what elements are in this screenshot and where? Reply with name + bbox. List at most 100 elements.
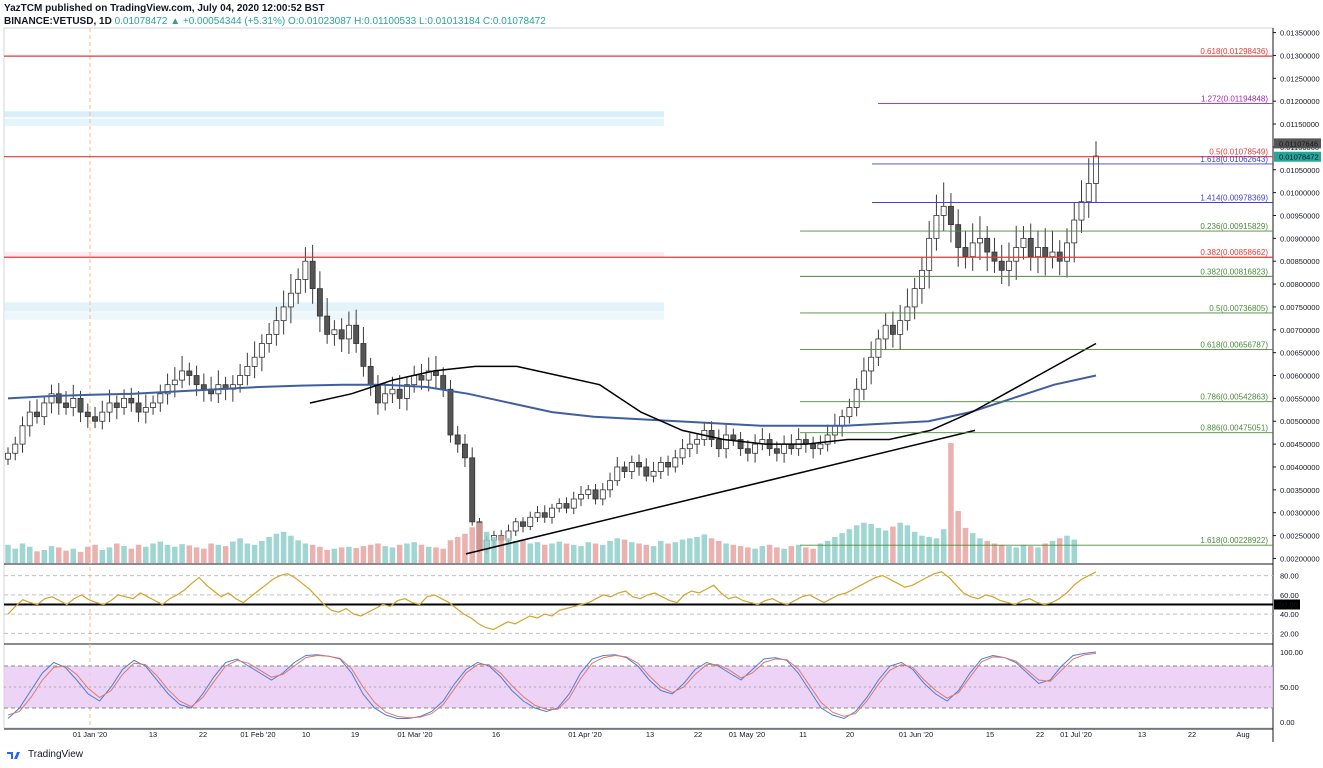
- candle-up: [679, 448, 686, 459]
- volume-bar: [600, 544, 606, 563]
- price-tick-label: 0.00650000: [1280, 349, 1320, 358]
- candle-down: [1056, 251, 1063, 262]
- candle-up: [824, 434, 831, 445]
- volume-bar: [99, 550, 106, 563]
- stoch-d-line: [7, 652, 1097, 719]
- time-tick-label: 19: [351, 730, 359, 739]
- candle-down: [947, 205, 954, 226]
- candle-up: [911, 288, 918, 308]
- time-tick-label: 15: [986, 730, 994, 739]
- candle-up: [839, 416, 846, 427]
- volume-bar: [172, 546, 178, 563]
- candle-up: [585, 489, 592, 495]
- tradingview-icon: [7, 751, 20, 759]
- volume-bar: [382, 546, 388, 563]
- brand-label: TradingView: [28, 749, 84, 760]
- fib-level-label: 0.886(0.00475051): [1200, 424, 1268, 433]
- volume-bar: [201, 548, 207, 563]
- candle-up: [570, 498, 577, 509]
- volume-bar: [817, 543, 824, 563]
- candle-down: [1027, 237, 1034, 258]
- volume-bar: [933, 538, 940, 563]
- candle-down: [520, 521, 526, 527]
- volume-bar: [157, 541, 164, 563]
- candle-up: [1020, 237, 1027, 248]
- volume-bar: [650, 546, 657, 563]
- candle-up: [868, 356, 875, 372]
- fib-level-label: 1.618(0.00228922): [1200, 536, 1268, 545]
- candle-up: [969, 242, 976, 258]
- volume-bar: [469, 527, 475, 563]
- candle-down: [77, 397, 84, 413]
- candle-up: [875, 338, 882, 358]
- candle-up: [650, 471, 657, 477]
- time-tick-label: 22: [199, 730, 207, 739]
- volume-bar: [853, 525, 860, 563]
- volume-bar: [244, 543, 251, 563]
- candle-up: [1078, 201, 1085, 221]
- candle-down: [55, 393, 62, 404]
- volume-bar: [92, 544, 98, 563]
- volume-bar: [418, 544, 425, 563]
- price-tick-label: 0.01200000: [1280, 97, 1320, 106]
- volume-bar: [636, 543, 642, 563]
- candle-down: [440, 375, 447, 390]
- candle-up: [411, 375, 418, 386]
- volume-bar: [969, 533, 976, 563]
- price-tick-label: 0.00350000: [1280, 486, 1320, 495]
- candle-up: [99, 411, 106, 422]
- price-tick-label: 0.01250000: [1280, 74, 1320, 83]
- ascending-trendline: [465, 429, 976, 555]
- candle-down: [708, 429, 715, 440]
- price-tick-label: 0.00550000: [1280, 394, 1320, 403]
- candle-down: [367, 365, 374, 386]
- volume-bar: [483, 531, 490, 563]
- volume-bar: [679, 539, 686, 563]
- candle-up: [527, 516, 534, 527]
- volume-bar: [1071, 539, 1077, 563]
- tradingview-logo[interactable]: TradingView: [6, 749, 83, 760]
- candle-up: [244, 365, 251, 376]
- volume-bar: [230, 541, 236, 563]
- volume-bar: [549, 543, 555, 563]
- candles: [5, 141, 1099, 554]
- fib-level-label: 0.382(0.00858662): [1200, 248, 1268, 257]
- volume-bar: [375, 543, 381, 563]
- volume-bar: [34, 551, 40, 563]
- candle-down: [374, 384, 381, 404]
- candle-up: [1064, 242, 1070, 262]
- candle-up: [831, 425, 838, 436]
- candle-up: [295, 279, 302, 294]
- volume-bar: [1027, 546, 1034, 563]
- candle-up: [273, 320, 280, 335]
- volume-bar: [280, 531, 287, 563]
- candle-down: [773, 448, 780, 454]
- price-tick-label: 0.00600000: [1280, 372, 1320, 381]
- volume-bar: [694, 537, 700, 563]
- candle-up: [48, 393, 55, 404]
- volume-bar: [614, 538, 621, 563]
- candle-down: [1042, 247, 1049, 258]
- candle-down: [469, 457, 476, 523]
- volume-bar: [919, 535, 925, 563]
- price-tick-label: 0.00950000: [1280, 211, 1320, 220]
- fib-level-label: 0.236(0.00915829): [1200, 222, 1268, 231]
- volume-bar: [592, 543, 599, 563]
- volume-bar: [411, 542, 417, 563]
- volume-bar: [556, 541, 563, 563]
- rsi-tick-label: 20.00: [1280, 629, 1299, 638]
- candle-up: [121, 397, 127, 408]
- volume-bar: [309, 544, 316, 563]
- volume-bar: [41, 550, 48, 563]
- candle-up: [5, 452, 11, 460]
- candle-down: [193, 375, 200, 386]
- candle-up: [897, 320, 904, 335]
- volume-bar: [1056, 538, 1063, 563]
- candle-up: [904, 306, 911, 322]
- candle-down: [135, 402, 142, 413]
- volume-bar: [1064, 535, 1070, 563]
- volume-bar: [701, 534, 708, 563]
- volume-bar: [541, 544, 548, 563]
- volume-bar: [1013, 547, 1019, 563]
